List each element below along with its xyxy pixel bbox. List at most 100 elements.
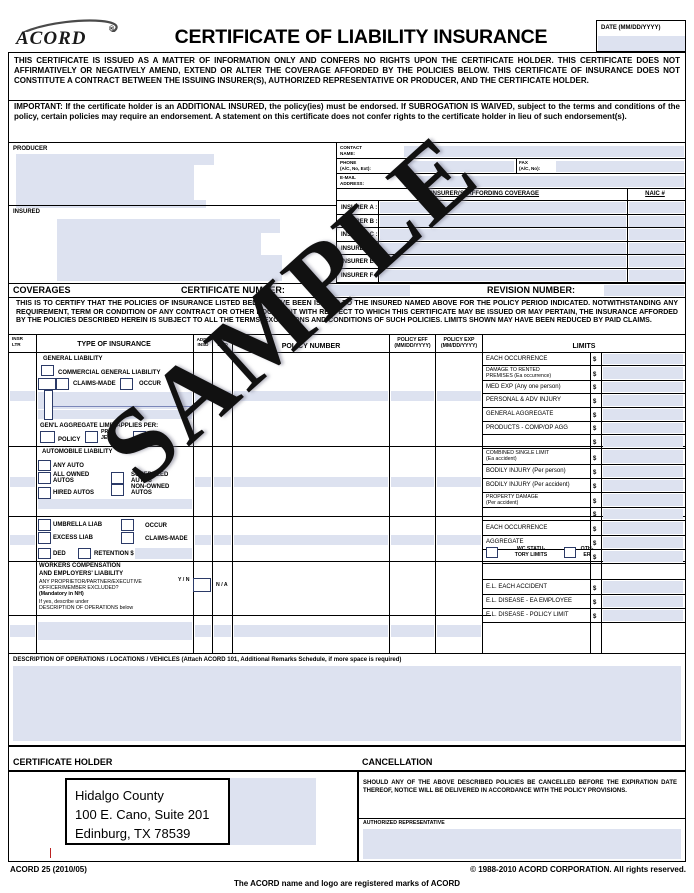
- gl-subr-wvd-input[interactable]: [214, 391, 231, 401]
- email-input[interactable]: [404, 176, 684, 187]
- gl-addl-insd-input[interactable]: [195, 391, 211, 401]
- insurer-row-naic-input-5[interactable]: [629, 270, 684, 281]
- producer-input-line1[interactable]: [16, 154, 214, 165]
- checkbox-wc-statutory[interactable]: [486, 547, 498, 558]
- contact-name-input[interactable]: [404, 146, 684, 157]
- general-liability-blank-1[interactable]: [38, 392, 192, 401]
- insurer-row-naic-input-2[interactable]: [629, 229, 684, 241]
- limit-value-input-9[interactable]: [603, 480, 683, 491]
- insurer-row-name-input-1[interactable]: [380, 215, 626, 227]
- certificate-number-input[interactable]: [315, 285, 410, 296]
- limit-value-input-4[interactable]: [603, 409, 683, 420]
- checkbox-workers-comp-yn[interactable]: [193, 578, 211, 592]
- producer-input[interactable]: [16, 165, 194, 200]
- insurer-row-name-input-0[interactable]: [380, 202, 626, 213]
- insurer-row-naic-input-1[interactable]: [629, 215, 684, 227]
- auto-blank-1[interactable]: [38, 499, 192, 509]
- limit-value-input-3[interactable]: [603, 395, 683, 406]
- limit-value-input-0[interactable]: [603, 354, 683, 364]
- checkbox-umbrella-occur[interactable]: [121, 519, 134, 531]
- divider-coverages-bottom: [9, 297, 685, 299]
- limit-value-input-17[interactable]: [603, 596, 683, 607]
- limit-value-input-6[interactable]: [603, 436, 683, 447]
- checkbox-non-owned-autos[interactable]: [111, 484, 124, 496]
- insured-input-line3[interactable]: [57, 255, 282, 281]
- limit-value-input-10[interactable]: [603, 494, 683, 506]
- insurer-row-name-input-5[interactable]: [380, 270, 626, 281]
- insured-input[interactable]: [57, 233, 261, 255]
- checkbox-occur[interactable]: [120, 378, 133, 390]
- checkbox-claims-made[interactable]: [56, 378, 69, 390]
- limit-value-input-14[interactable]: [603, 551, 683, 562]
- checkbox-ded[interactable]: [38, 548, 51, 559]
- limit-value-input-5[interactable]: [603, 423, 683, 433]
- limit-value-input-16[interactable]: [603, 581, 683, 593]
- checkbox-retention[interactable]: [78, 548, 91, 559]
- certificate-holder-field-fill[interactable]: [222, 778, 316, 845]
- checkbox-excess-liab[interactable]: [38, 532, 51, 544]
- date-input[interactable]: [598, 36, 685, 51]
- checkbox-scheduled-autos[interactable]: [111, 472, 124, 484]
- gl-insr-ltr-input[interactable]: [10, 391, 35, 401]
- checkbox-umbrella-liab[interactable]: [38, 519, 51, 531]
- wc-insr-ltr-input[interactable]: [10, 625, 35, 637]
- authorized-representative-input[interactable]: [363, 829, 681, 859]
- insurer-row-naic-input-0[interactable]: [629, 202, 684, 213]
- checkbox-policy[interactable]: [40, 431, 55, 443]
- phone-input[interactable]: [404, 161, 514, 172]
- auto-addl-insd-input[interactable]: [195, 477, 211, 487]
- limit-value-input-13[interactable]: [603, 537, 683, 548]
- general-liability-blank-2[interactable]: [38, 401, 192, 409]
- wc-policy-eff-input[interactable]: [391, 625, 434, 637]
- auto-policy-eff-input[interactable]: [391, 477, 434, 487]
- limit-value-input-18[interactable]: [603, 610, 683, 621]
- workers-comp-question-1: ANY PROPRIETOR/PARTNER/EXECUTIVE: [39, 579, 142, 585]
- producer-input-line3[interactable]: [16, 200, 206, 208]
- description-input[interactable]: [13, 666, 681, 741]
- checkbox-any-auto[interactable]: [38, 460, 51, 471]
- umbrella-policy-eff-input[interactable]: [391, 535, 434, 545]
- auto-policy-number-input[interactable]: [234, 477, 388, 487]
- checkbox-project[interactable]: [85, 431, 98, 443]
- umbrella-policy-number-input[interactable]: [234, 535, 388, 545]
- auto-subr-wvd-input[interactable]: [214, 477, 231, 487]
- wc-policy-number-input[interactable]: [234, 625, 388, 637]
- checkbox-hired-autos[interactable]: [38, 487, 51, 499]
- revision-number-input[interactable]: [604, 285, 684, 296]
- insurer-row-naic-input-3[interactable]: [629, 242, 684, 254]
- checkbox-general-liability-tall[interactable]: [44, 390, 53, 420]
- insurer-row-naic-input-4[interactable]: [629, 256, 684, 268]
- limit-value-input-12[interactable]: [603, 522, 683, 534]
- limit-value-input-7[interactable]: [603, 450, 683, 463]
- insurer-row-name-input-3[interactable]: [380, 242, 626, 254]
- gl-policy-number-input[interactable]: [234, 391, 388, 401]
- general-liability-blank-3[interactable]: [38, 410, 192, 419]
- umbrella-policy-exp-input[interactable]: [437, 535, 481, 545]
- limit-value-input-1[interactable]: [603, 367, 683, 379]
- wc-type-input[interactable]: [38, 622, 192, 640]
- fax-input[interactable]: [556, 161, 684, 172]
- gl-policy-exp-input[interactable]: [437, 391, 481, 401]
- checkbox-wc-other[interactable]: [564, 547, 576, 558]
- insurer-row-name-input-4[interactable]: [380, 256, 626, 268]
- umbrella-subr-wvd-input[interactable]: [214, 535, 231, 545]
- checkbox-umbrella-claims-made[interactable]: [121, 532, 134, 544]
- wc-addl-insd-input[interactable]: [195, 625, 211, 637]
- wc-subr-wvd-input[interactable]: [214, 625, 231, 637]
- checkbox-loc[interactable]: [133, 431, 146, 443]
- checkbox-cgl-box[interactable]: [38, 378, 56, 390]
- insurer-row-name-input-2[interactable]: [380, 229, 626, 241]
- insured-input-line1[interactable]: [57, 219, 280, 233]
- umbrella-addl-insd-input[interactable]: [195, 535, 211, 545]
- auto-policy-exp-input[interactable]: [437, 477, 481, 487]
- umbrella-insr-ltr-input[interactable]: [10, 535, 35, 545]
- checkbox-all-owned-autos[interactable]: [38, 472, 51, 484]
- limit-value-input-8[interactable]: [603, 466, 683, 477]
- limit-value-input-2[interactable]: [603, 382, 683, 392]
- checkbox-general-liability[interactable]: [41, 365, 54, 376]
- wc-policy-exp-input[interactable]: [437, 625, 481, 637]
- auto-insr-ltr-input[interactable]: [10, 477, 35, 487]
- gl-policy-eff-input[interactable]: [391, 391, 434, 401]
- retention-input[interactable]: [135, 548, 192, 559]
- limit-value-input-11[interactable]: [603, 509, 683, 519]
